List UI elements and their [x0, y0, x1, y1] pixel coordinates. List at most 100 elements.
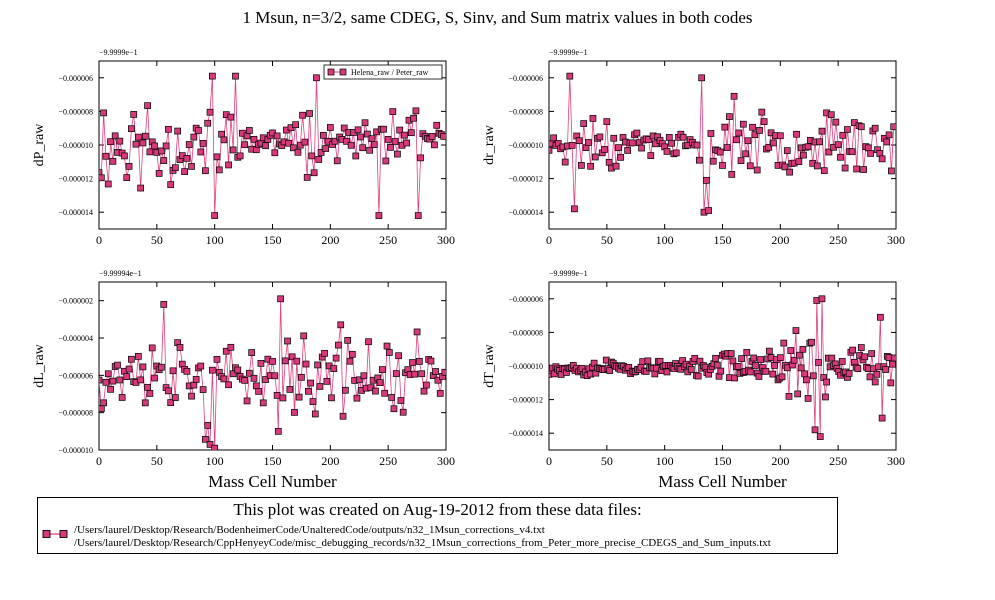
chart-panel: 0 50 100 150 200 250 300 −0.000014 −0.000012 −0.0… [32, 48, 455, 247]
data-point [769, 370, 777, 378]
data-point [385, 349, 393, 356]
data-point [146, 148, 154, 156]
data-point [118, 394, 126, 401]
data-point [100, 109, 107, 117]
data-point [390, 405, 398, 413]
x-tick-label: 200 [771, 454, 789, 468]
data-point [716, 148, 724, 156]
data-point [663, 148, 671, 155]
data-point [185, 141, 193, 148]
y-axis-label: dP_raw [32, 123, 47, 167]
data-point [384, 135, 392, 143]
data-point [693, 141, 701, 149]
data-point [411, 370, 419, 378]
data-point [333, 157, 341, 165]
data-point [353, 394, 361, 402]
data-point [134, 133, 142, 141]
data-point [589, 115, 597, 122]
data-point [366, 146, 374, 154]
data-point [794, 390, 802, 398]
data-point [668, 139, 675, 147]
data-point [346, 357, 354, 365]
data-point [755, 373, 763, 380]
data-point [797, 364, 805, 372]
data-point [344, 336, 352, 344]
data-point [860, 166, 867, 173]
data-point [644, 357, 652, 365]
data-point [857, 344, 865, 351]
y-tick-label: −0.000008 [58, 409, 93, 418]
data-point [323, 377, 331, 385]
data-point [737, 157, 745, 164]
data-point [801, 370, 808, 378]
y-tick-label: −0.000004 [58, 334, 93, 343]
data-point [284, 337, 291, 345]
data-point [298, 373, 305, 381]
data-point [121, 152, 128, 160]
x-tick-label: 150 [714, 233, 732, 247]
data-point [813, 162, 821, 170]
data-point [427, 357, 435, 365]
data-point [878, 155, 886, 163]
x-tick-label: 100 [206, 233, 224, 247]
data-point [838, 358, 846, 365]
data-point [274, 427, 282, 435]
data-point [388, 394, 395, 401]
data-point [696, 156, 703, 164]
data-point [709, 157, 717, 165]
data-point [410, 114, 417, 122]
data-point [299, 111, 306, 119]
data-point [811, 426, 819, 434]
data-point [698, 74, 706, 82]
data-point [726, 113, 733, 120]
data-point [102, 378, 110, 386]
data-point [717, 367, 725, 375]
data-point [742, 150, 749, 158]
data-point [192, 376, 200, 383]
data-point [436, 390, 444, 397]
data-point [271, 372, 279, 380]
data-point [183, 155, 191, 162]
data-point [633, 129, 641, 137]
data-point [765, 347, 773, 355]
data-point [273, 391, 281, 399]
data-point [792, 327, 800, 334]
data-point [887, 379, 895, 387]
data-point [123, 174, 131, 181]
data-point [420, 387, 428, 395]
y-tick-label: −0.000014 [58, 208, 93, 217]
x-tick-label: 150 [264, 454, 282, 468]
data-point [241, 141, 249, 149]
data-point [188, 163, 195, 170]
data-point [783, 147, 791, 154]
data-point [141, 132, 149, 140]
data-point [246, 369, 253, 377]
y-offset-label: −9.9999e−1 [549, 269, 588, 278]
data-point [383, 342, 391, 350]
y-tick-label: −0.000006 [58, 371, 93, 380]
data-point [279, 394, 287, 402]
data-point [197, 148, 205, 156]
x-tick-label: 50 [601, 454, 613, 468]
data-point [799, 345, 807, 353]
data-point [391, 138, 399, 145]
data-point [167, 399, 175, 407]
data-point [707, 130, 715, 137]
data-point [771, 362, 778, 369]
data-point [286, 386, 294, 393]
data-point [262, 376, 269, 383]
data-point [343, 137, 350, 145]
data-point [568, 142, 576, 149]
y-tick-label: −0.000008 [508, 107, 543, 116]
y-tick-label: −0.000002 [58, 297, 93, 306]
data-point [250, 374, 258, 382]
data-point [827, 111, 835, 119]
data-point [232, 72, 239, 80]
data-point [220, 136, 228, 144]
data-point [300, 332, 308, 340]
data-point [107, 138, 114, 146]
data-point [615, 144, 622, 151]
x-tick-label: 50 [601, 233, 613, 247]
data-point [432, 368, 439, 375]
data-point [778, 373, 786, 381]
